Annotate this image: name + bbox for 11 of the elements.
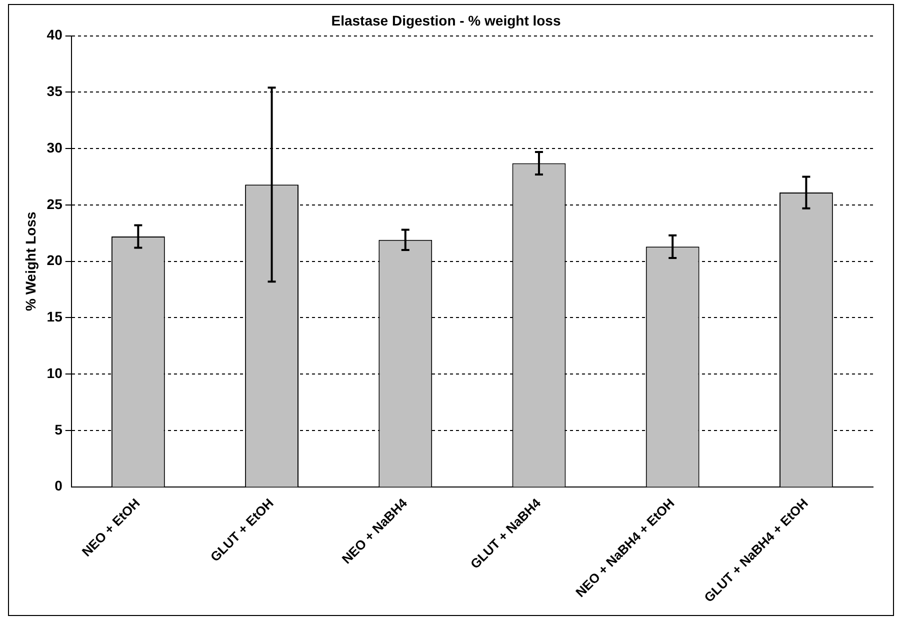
y-tick-label: 5 [54,421,63,438]
y-tick-label: 10 [46,364,63,381]
y-tick-label: 35 [46,83,63,100]
y-tick-label: 25 [46,196,63,212]
y-tick-label: 15 [46,308,63,325]
y-tick-label: 40 [46,26,63,43]
y-tick-label: 30 [46,139,63,156]
chart-title: Elastase Digestion - % weight loss [331,12,561,28]
y-axis-title: % Weight Loss [22,211,38,311]
y-tick-label: 20 [46,252,63,268]
y-tick-label: 0 [54,478,63,494]
